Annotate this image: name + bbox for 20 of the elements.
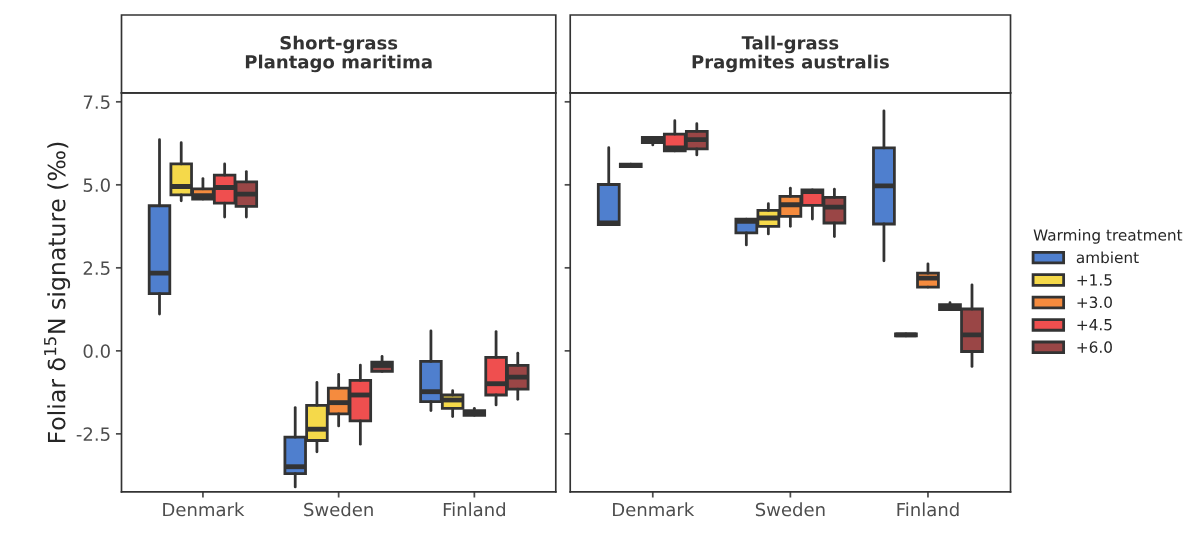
- chart-title: Tall-grass Pragmites australis: [692, 35, 889, 73]
- x-tick-label: Finland: [897, 502, 959, 517]
- x-tick-label: Sweden: [755, 502, 825, 517]
- legend-label: ambient: [1076, 251, 1139, 264]
- x-tick-label: Finland: [443, 502, 505, 517]
- x-tick-label: Denmark: [163, 502, 245, 517]
- x-tick-label: Sweden: [304, 502, 373, 517]
- y-tick-label: 5.0: [83, 178, 110, 192]
- y-axis-title: Foliar δ$^{15}$N signature (‰): [44, 142, 71, 443]
- y-tick-label: 2.5: [83, 261, 110, 275]
- chart-title: Short-grass Plantago maritima: [245, 35, 432, 73]
- legend-label: +1.5: [1077, 274, 1112, 286]
- legend-label: +4.5: [1077, 319, 1112, 331]
- legend-title: Warming treatment: [1033, 228, 1183, 244]
- y-tick-label: 0.0: [83, 344, 110, 358]
- legend-label: +6.0: [1077, 341, 1112, 353]
- y-tick-label: 7.5: [83, 95, 110, 109]
- legend-label: +3.0: [1077, 296, 1112, 309]
- x-tick-label: Denmark: [613, 502, 695, 517]
- y-tick-label: -2.5: [76, 427, 110, 441]
